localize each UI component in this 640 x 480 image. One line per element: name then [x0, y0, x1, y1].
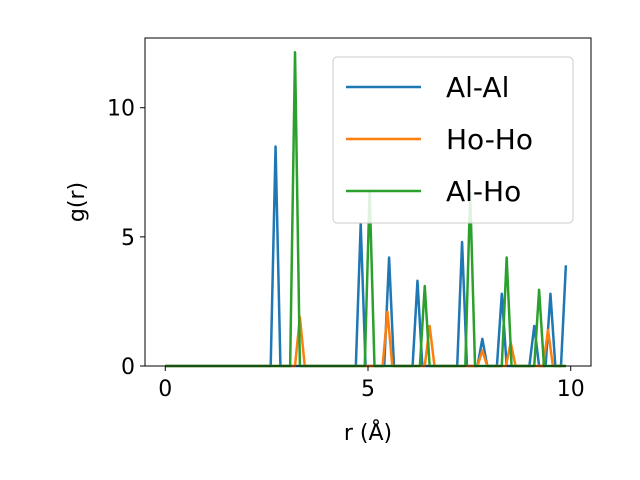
y-tick-label: 10 [107, 97, 135, 122]
y-tick-label: 5 [121, 226, 135, 251]
x-tick-label: 0 [158, 377, 172, 402]
legend-items: Al-Al Ho-Ho Al-Ho [346, 71, 533, 208]
legend-label: Al-Al [446, 71, 509, 104]
x-tick-label: 10 [557, 377, 585, 402]
legend-label: Al-Ho [446, 175, 521, 208]
y-axis-label: g(r) [65, 182, 90, 222]
legend-label: Ho-Ho [446, 123, 533, 156]
x-tick-label: 5 [361, 377, 375, 402]
y-ticks: 0 5 10 [107, 97, 145, 380]
y-tick-label: 0 [121, 355, 135, 380]
legend: Al-Al Ho-Ho Al-Ho [332, 56, 574, 224]
legend-box [332, 56, 574, 224]
x-ticks: 0 5 10 [158, 366, 585, 402]
x-axis-label: r (Å) [344, 419, 392, 446]
